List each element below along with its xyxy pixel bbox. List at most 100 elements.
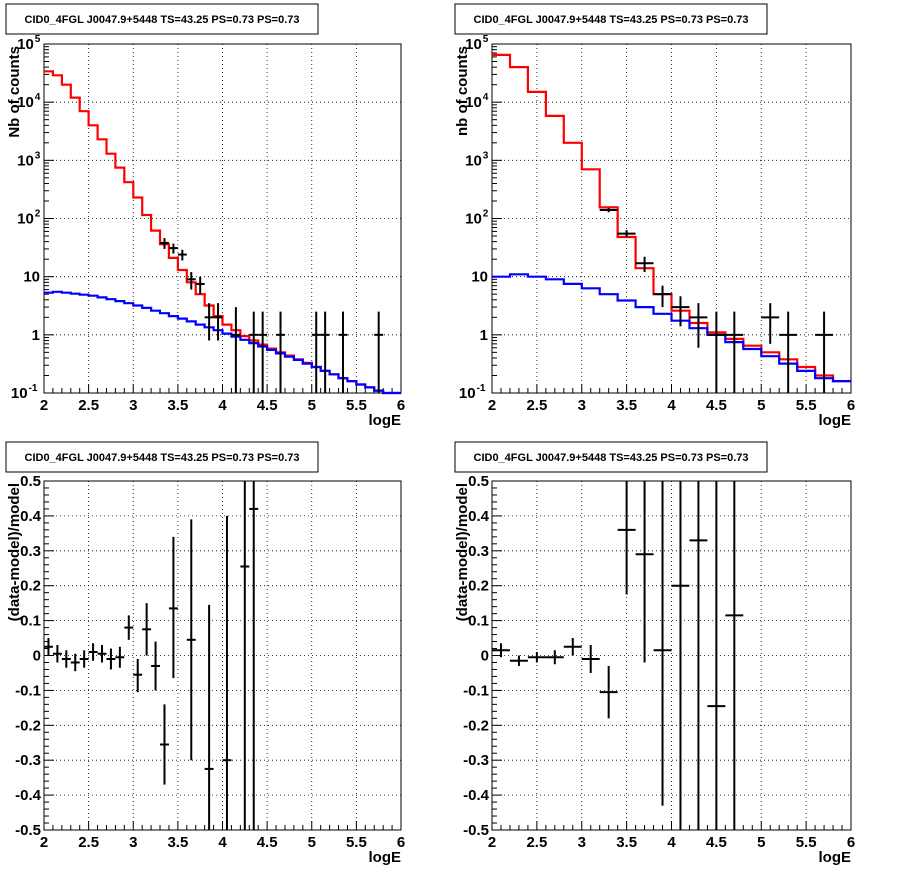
y-tick-label: 10 [471, 269, 488, 286]
y-tick-label: 0.3 [20, 543, 41, 560]
data-point [725, 311, 744, 393]
grid-lines [44, 44, 401, 393]
data-point [133, 658, 143, 693]
y-tick-label: 0.1 [468, 613, 489, 630]
y-tick-label: 0.2 [20, 578, 41, 595]
y-tick-label: 1 [480, 327, 488, 344]
data-point [725, 481, 744, 830]
y-tick-label: 0.1 [20, 613, 41, 630]
grid-lines [44, 481, 401, 830]
data-point [599, 207, 618, 213]
data-point [222, 515, 232, 830]
data-point [311, 311, 321, 393]
x-tick-label: 6 [397, 397, 405, 414]
data-point [258, 311, 268, 393]
data-point [707, 311, 726, 393]
y-tick-exponent: 5 [35, 34, 41, 45]
chart-title: CID0_4FGL J0047.9+5448 TS=43.25 PS=0.73 … [474, 14, 749, 26]
x-tick-label: 5.5 [346, 834, 367, 851]
y-tick-label: 10 [17, 211, 34, 228]
data-point [779, 311, 798, 393]
y-tick-label: 0.5 [20, 473, 41, 490]
y-tick-exponent: 4 [483, 92, 489, 103]
data-point [79, 650, 89, 668]
y-tick-exponent: 3 [483, 150, 489, 161]
data-point [635, 256, 654, 273]
y-tick-label: 0.4 [468, 508, 490, 525]
y-tick-label: 0 [481, 648, 489, 665]
y-axis-label: (data-model)/model [6, 483, 23, 621]
data-point [88, 643, 98, 661]
data-point [276, 311, 285, 393]
data-point [195, 276, 205, 295]
series-line-2 [44, 290, 401, 395]
data-point [689, 303, 708, 348]
y-tick-label: -0.5 [15, 822, 41, 839]
data-points [44, 481, 259, 830]
data-point [689, 481, 708, 830]
x-tick-label: 4 [218, 834, 227, 851]
y-tick-label: -0.4 [463, 787, 490, 804]
data-point [61, 650, 71, 668]
data-point [115, 646, 125, 668]
y-tick-label: 10 [459, 385, 476, 402]
data-points [492, 481, 744, 830]
x-tick-label: 4 [218, 397, 227, 414]
data-point [151, 641, 161, 691]
x-axis-label: logE [819, 412, 852, 429]
data-point [653, 285, 672, 308]
tick-marks [43, 480, 402, 831]
x-tick-label: 4 [667, 397, 676, 414]
y-tick-label: 0.5 [468, 473, 489, 490]
title-box [454, 441, 768, 473]
x-tick-label: 2.5 [78, 834, 99, 851]
chart-title: CID0_4FGL J0047.9+5448 TS=43.25 PS=0.73 … [474, 452, 749, 464]
data-point [70, 653, 80, 672]
data-point [374, 311, 384, 393]
x-tick-label: 5 [308, 834, 316, 851]
data-point [177, 249, 187, 261]
x-axis-label: logE [369, 412, 402, 429]
data-point [671, 481, 690, 830]
chart-title: CID0_4FGL J0047.9+5448 TS=43.25 PS=0.73 … [25, 452, 300, 464]
data-point [231, 307, 241, 393]
x-tick-label: 3.5 [616, 834, 637, 851]
y-axis-label: (data-model)/model [454, 483, 471, 621]
x-tick-label: 6 [397, 834, 405, 851]
data-point [761, 303, 780, 344]
title-box [5, 441, 319, 473]
y-tick-label: 10 [465, 36, 482, 53]
x-tick-label: 5.5 [346, 397, 367, 414]
chart-title: CID0_4FGL J0047.9+5448 TS=43.25 PS=0.73 … [25, 14, 300, 26]
x-tick-label: 3.5 [167, 834, 188, 851]
x-tick-label: 5 [308, 397, 316, 414]
data-point [52, 645, 62, 663]
data-point [106, 648, 116, 670]
x-tick-label: 2 [40, 397, 48, 414]
y-tick-label: 10 [17, 94, 34, 111]
data-point [97, 645, 107, 663]
data-point [168, 536, 178, 679]
y-tick-label: -0.5 [463, 822, 489, 839]
y-tick-label: 0.2 [468, 578, 489, 595]
data-point [815, 311, 834, 393]
x-tick-label: 2.5 [526, 834, 547, 851]
data-point [186, 519, 196, 761]
data-point [213, 303, 223, 341]
y-tick-exponent: 5 [483, 34, 489, 45]
x-tick-label: 5 [757, 397, 765, 414]
data-point [142, 603, 152, 656]
data-point [653, 481, 672, 806]
data-point [249, 311, 259, 393]
title-box [454, 3, 768, 35]
x-axis-label: logE [369, 849, 402, 866]
data-point [617, 230, 636, 238]
data-point [186, 272, 196, 290]
data-point [320, 311, 330, 393]
x-tick-label: 5.5 [796, 397, 817, 414]
x-tick-label: 3 [578, 397, 586, 414]
x-tick-label: 6 [847, 834, 855, 851]
x-tick-label: 4.5 [257, 834, 278, 851]
data-point [599, 665, 618, 719]
